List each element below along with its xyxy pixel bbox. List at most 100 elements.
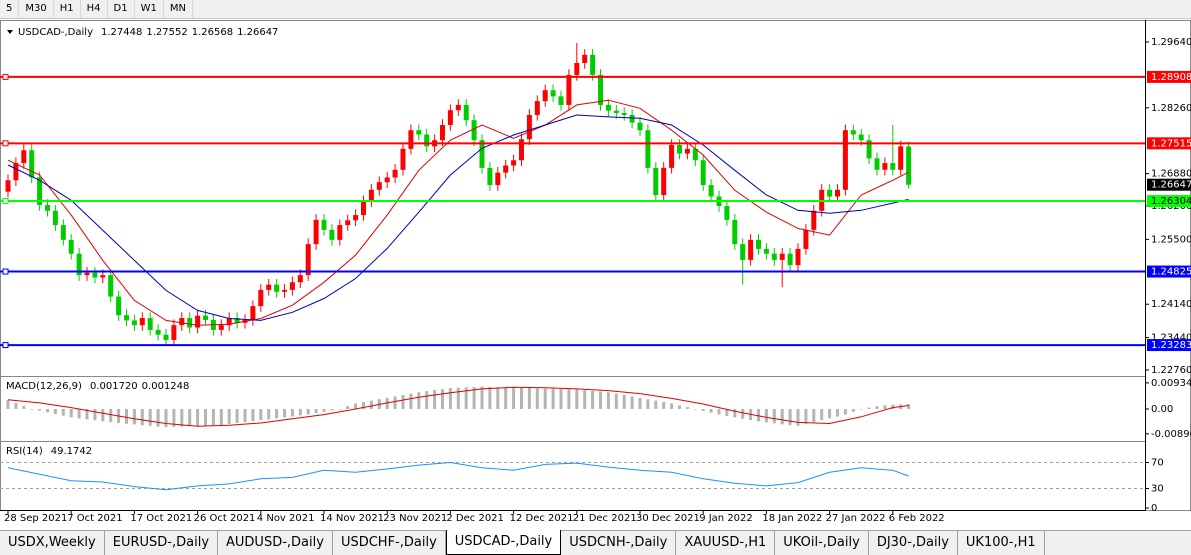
macd-bar (780, 409, 784, 425)
macd-bar (441, 389, 444, 409)
macd-bar (583, 390, 587, 409)
macd-bar (401, 395, 405, 409)
candle-body (613, 110, 619, 114)
macd-bar (693, 409, 697, 410)
header-value: 1.26568 (192, 27, 233, 38)
macd-bar (828, 409, 832, 419)
candle-body (684, 148, 690, 154)
candle-body (669, 144, 675, 168)
macd-bar (362, 402, 365, 409)
candle-body (858, 134, 864, 141)
macd-bar (101, 409, 105, 422)
candle-body (637, 122, 643, 131)
candle-body (590, 54, 596, 75)
macd-bar (38, 409, 42, 411)
candle-body (653, 167, 659, 196)
macd-bar (772, 409, 776, 424)
candle-body (234, 318, 240, 323)
header-value: 0.001720 (90, 381, 138, 392)
macd-bar (559, 388, 563, 409)
x-tick-label: 28 Sep 2021 (4, 513, 67, 524)
candle-body (811, 210, 817, 230)
x-tick-label: 21 Dec 2021 (573, 513, 637, 524)
level-label-box (1147, 195, 1191, 208)
candle-body (882, 163, 888, 170)
timeframe-button[interactable]: H1 (54, 0, 81, 18)
candle-body (84, 272, 90, 276)
candle-body (447, 110, 453, 125)
timeframe-button[interactable]: W1 (135, 0, 164, 18)
macd-bar (488, 386, 492, 409)
macd-bar (448, 388, 452, 409)
y-tick-label: 1.23440 (1151, 333, 1191, 344)
timeframe-button[interactable]: 5 (0, 0, 20, 18)
chart-tab[interactable]: USDCNH-,Daily (561, 531, 677, 555)
candle-body (400, 148, 406, 170)
macd-bar (891, 404, 895, 409)
candle-body (519, 139, 524, 161)
chart-tabs: USDX,Weekly EURUSD-,Daily AUDUSD-,Daily USD… (0, 530, 1191, 555)
candle-body (440, 124, 445, 141)
macd-bar (843, 409, 847, 415)
y-tick-label: 0.009345 (1151, 378, 1191, 389)
y-tick-label: 1.25500 (1151, 234, 1191, 245)
y-tick-label: 70 (1151, 458, 1164, 469)
macd-bar (788, 409, 792, 426)
timeframe-toolbar: 5 M30 H1 H4 D1 W1 MN (0, 0, 1191, 19)
candle-body (756, 239, 761, 249)
candle-body (700, 160, 706, 186)
chart-tab[interactable]: XAUUSD-,H1 (676, 531, 776, 555)
chart-tab[interactable]: DJ30-,Daily (869, 531, 958, 555)
chart-tab[interactable]: UKOil-,Daily (775, 531, 869, 555)
candle-body (187, 318, 193, 328)
candle-body (29, 150, 35, 178)
macd-bar (93, 409, 97, 421)
candle-body (629, 114, 635, 123)
candle-body (511, 160, 517, 166)
macd-bar (140, 409, 144, 426)
candle-body (60, 225, 66, 240)
macd-bar (251, 409, 255, 422)
indicator-line (7, 461, 909, 491)
chart-tab[interactable]: USDX,Weekly (0, 531, 105, 555)
chart-tab[interactable]: USDCHF-,Daily (333, 531, 446, 555)
macd-bar (725, 409, 729, 416)
x-tick-label: 9 Jan 2022 (699, 513, 753, 524)
timeframe-button[interactable]: M30 (19, 0, 54, 18)
indicator-header: USDCAD-,Daily 1.27448 1.27552 1.26568 1.2664… (18, 27, 278, 38)
chart-tab[interactable]: USDCAD-,Daily (445, 530, 562, 555)
macd-bar (591, 390, 595, 409)
x-tick-label: 26 Oct 2021 (194, 513, 256, 524)
chart-tab[interactable]: EURUSD-,Daily (105, 531, 219, 555)
header-title: MACD(12,26,9) (6, 381, 82, 392)
candle-body (732, 219, 738, 245)
candle-body (345, 220, 351, 226)
timeframe-button[interactable]: MN (164, 0, 193, 18)
candle-body (195, 315, 201, 328)
candle-body (740, 244, 746, 260)
candle-body (724, 206, 730, 220)
timeframe-button[interactable]: D1 (108, 0, 135, 18)
chart-tab[interactable]: UK100-,H1 (958, 531, 1045, 555)
indicator-line (7, 99, 909, 326)
y-tick-label: 30 (1151, 484, 1164, 495)
y-tick-label: 1.24140 (1151, 299, 1191, 310)
macd-bar (757, 409, 760, 422)
macd-bar (796, 409, 800, 426)
header-value: 1.27552 (146, 27, 187, 38)
last-price-box (1147, 178, 1191, 191)
timeframe-button[interactable]: H4 (81, 0, 108, 18)
macd-bar (551, 388, 555, 409)
macd-bar (180, 409, 184, 427)
level-label-box (1147, 265, 1191, 278)
candle-body (898, 146, 904, 170)
macd-bar (709, 409, 713, 413)
candle-body (621, 113, 627, 115)
macd-bar (69, 409, 73, 418)
macd-bar (433, 390, 437, 409)
chart-tab[interactable]: AUDUSD-,Daily (218, 531, 333, 555)
candle-body (163, 334, 169, 340)
candle-body (376, 182, 382, 190)
macd-bar (369, 400, 373, 409)
